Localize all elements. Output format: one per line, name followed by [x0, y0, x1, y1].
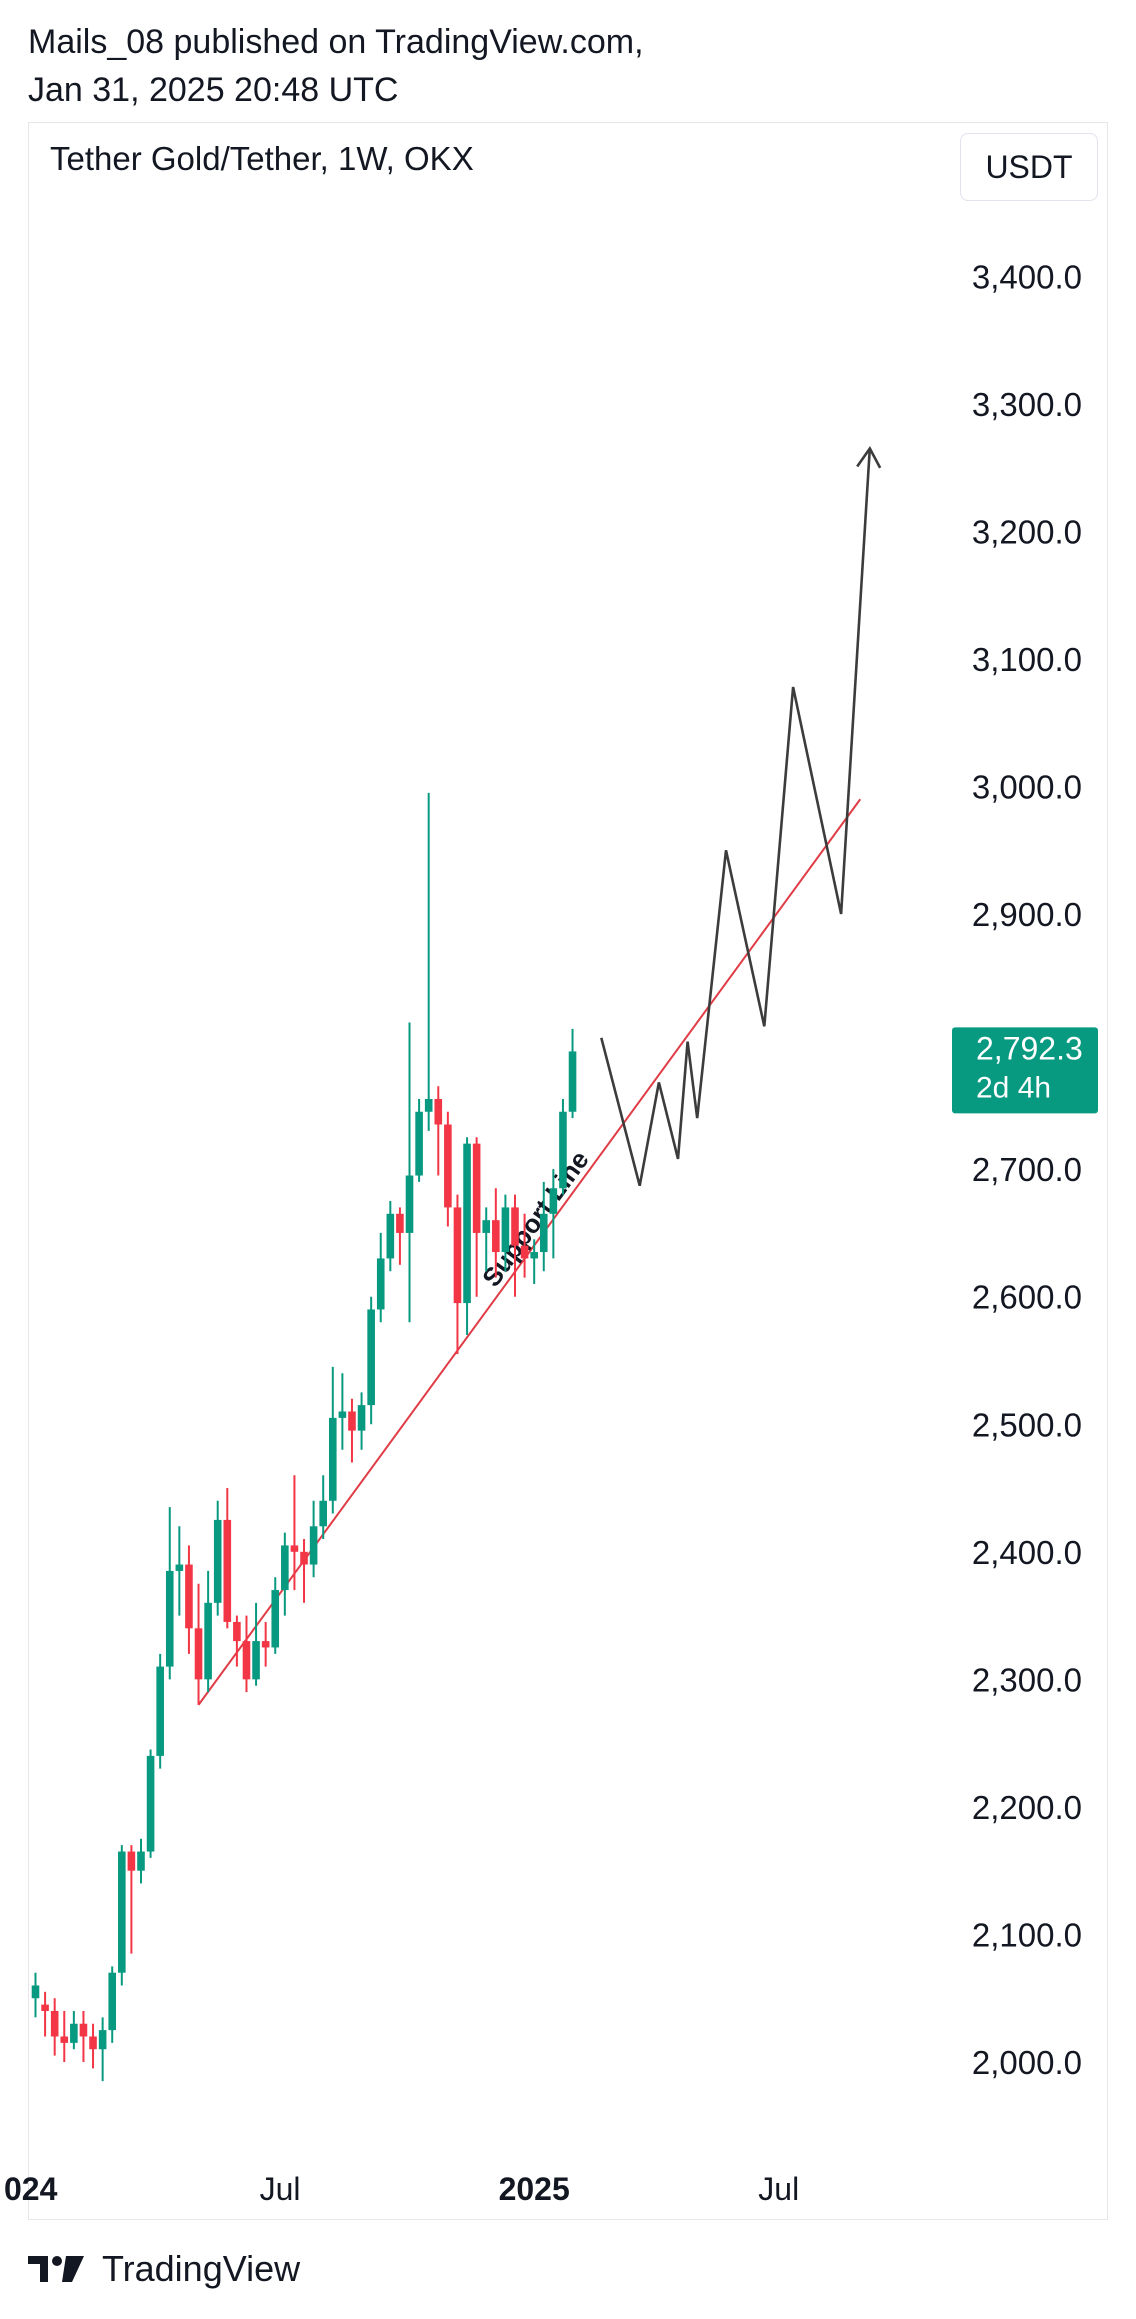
- candle-body: [511, 1207, 519, 1246]
- x-tick-label: Jul: [758, 2171, 799, 2207]
- candle-body: [156, 1666, 164, 1756]
- candle-body: [501, 1207, 510, 1253]
- x-tick-label: Jul: [260, 2171, 301, 2207]
- candle-body: [405, 1175, 414, 1233]
- candle-body: [261, 1641, 270, 1648]
- candle-body: [396, 1213, 404, 1233]
- candle-body: [348, 1411, 356, 1431]
- candle-body: [252, 1641, 260, 1680]
- candle-body: [213, 1519, 222, 1603]
- y-tick-label: 2,900.0: [972, 896, 1082, 933]
- candle-body: [549, 1188, 558, 1214]
- candle-body: [290, 1545, 299, 1552]
- footer-brand: TradingView: [28, 2248, 300, 2290]
- candle-body: [492, 1220, 500, 1253]
- candle-body: [89, 2036, 97, 2050]
- y-tick-label: 3,300.0: [972, 386, 1082, 423]
- candle-body: [41, 2004, 49, 2011]
- tradingview-logo-icon: [28, 2256, 84, 2282]
- candle-body: [242, 1641, 251, 1680]
- chart-card: [28, 122, 1108, 2220]
- candle-body: [386, 1213, 395, 1259]
- candle-body: [472, 1143, 481, 1233]
- x-tick-label: 024: [4, 2171, 58, 2207]
- support-line: [197, 798, 862, 1706]
- candle-body: [568, 1051, 577, 1112]
- y-tick-label: 2,700.0: [972, 1151, 1082, 1188]
- symbol-title: Tether Gold/Tether, 1W, OKX: [50, 140, 474, 177]
- y-tick-label: 3,000.0: [972, 769, 1082, 806]
- candle-body: [127, 1851, 136, 1871]
- candle-body: [444, 1124, 452, 1208]
- candle-body: [482, 1220, 491, 1233]
- x-tick-label: 2025: [499, 2171, 570, 2207]
- candle-body: [453, 1207, 462, 1304]
- projection-arrowhead-icon: [856, 446, 882, 469]
- candle-body: [424, 1098, 433, 1112]
- candle-body: [357, 1405, 366, 1431]
- candle-body: [108, 1972, 117, 2031]
- publish-info: Mails_08 published on TradingView.com, J…: [28, 18, 644, 114]
- bar-countdown: 2d 4h: [976, 1071, 1051, 1104]
- candle-body: [50, 2010, 59, 2037]
- candle-body: [98, 2030, 107, 2050]
- y-tick-label: 2,300.0: [972, 1661, 1082, 1698]
- y-tick-label: 2,400.0: [972, 1534, 1082, 1571]
- candle-body: [271, 1590, 280, 1648]
- candle-body: [281, 1545, 289, 1591]
- candle-body: [79, 2023, 88, 2037]
- candle-body: [367, 1309, 375, 1406]
- candle-body: [415, 1111, 423, 1176]
- candle-body: [539, 1213, 548, 1253]
- candle-body: [118, 1851, 126, 1973]
- candle-body: [146, 1755, 155, 1852]
- y-tick-label: 3,400.0: [972, 258, 1082, 295]
- y-tick-label: 2,000.0: [972, 2044, 1082, 2081]
- candle-body: [70, 2023, 78, 2043]
- candle-body: [185, 1564, 193, 1629]
- current-price-badge: [952, 1027, 1098, 1114]
- candle-body: [434, 1098, 443, 1125]
- y-tick-label: 2,200.0: [972, 1789, 1082, 1826]
- candle-body: [223, 1519, 232, 1622]
- candle-body: [175, 1564, 184, 1571]
- candle-body: [319, 1500, 327, 1527]
- y-tick-label: 2,500.0: [972, 1406, 1082, 1443]
- candle-body: [31, 1985, 40, 1999]
- y-tick-label: 2,600.0: [972, 1279, 1082, 1316]
- candle-body: [530, 1252, 538, 1259]
- candle-body: [376, 1258, 385, 1310]
- candle-body: [520, 1245, 529, 1259]
- support-line-label: Support Line: [476, 1145, 595, 1292]
- projection-path: [600, 448, 872, 1187]
- candle-body: [204, 1602, 212, 1680]
- candle-body: [300, 1551, 308, 1565]
- candle-body: [309, 1526, 318, 1565]
- y-tick-label: 3,200.0: [972, 513, 1082, 550]
- candle-body: [338, 1411, 347, 1418]
- y-tick-label: 3,100.0: [972, 641, 1082, 678]
- current-price-value: 2,792.3: [976, 1030, 1083, 1066]
- publish-date: Jan 31, 2025 20:48 UTC: [28, 71, 399, 109]
- publisher-line: Mails_08 published on TradingView.com,: [28, 23, 644, 61]
- y-tick-label: 2,100.0: [972, 1916, 1082, 1953]
- candle-body: [233, 1621, 241, 1642]
- candle-body: [60, 2036, 69, 2043]
- candle-body: [137, 1851, 145, 1871]
- candle-body: [165, 1570, 174, 1667]
- currency-button[interactable]: USDT: [960, 133, 1098, 201]
- candle-body: [463, 1143, 471, 1304]
- candle-body: [328, 1417, 337, 1501]
- footer-brand-text: TradingView: [102, 2248, 301, 2289]
- candle-body: [194, 1628, 203, 1680]
- candle-body: [559, 1111, 567, 1189]
